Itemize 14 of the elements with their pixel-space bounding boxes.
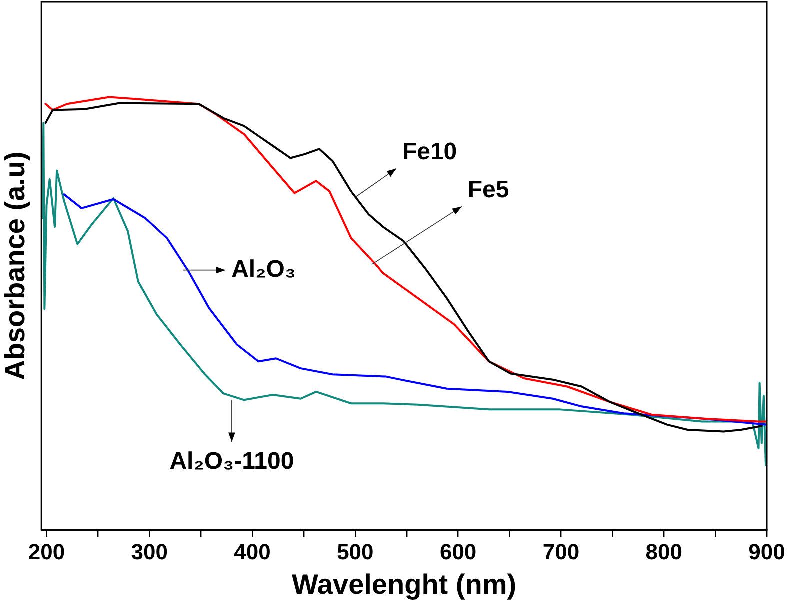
x-tick-label: 900	[748, 539, 786, 564]
annotation: Al₂O₃-1100	[170, 448, 294, 475]
annotation: Fe5	[468, 176, 510, 204]
x-tick-label: 400	[234, 539, 271, 564]
x-tick-label: 800	[646, 539, 682, 564]
x-tick-label: 300	[131, 539, 168, 564]
x-tick-label: 600	[440, 539, 477, 564]
x-tick-label: 500	[337, 539, 374, 564]
y-axis-title: Absorbance (a.u)	[0, 152, 31, 380]
annotation: Fe10	[402, 138, 458, 166]
annotation: Al₂O₃	[232, 256, 296, 283]
x-tick-label: 200	[28, 539, 66, 564]
x-axis-title: Wavelenght (nm)	[292, 568, 517, 600]
x-tick-label: 700	[542, 539, 580, 564]
